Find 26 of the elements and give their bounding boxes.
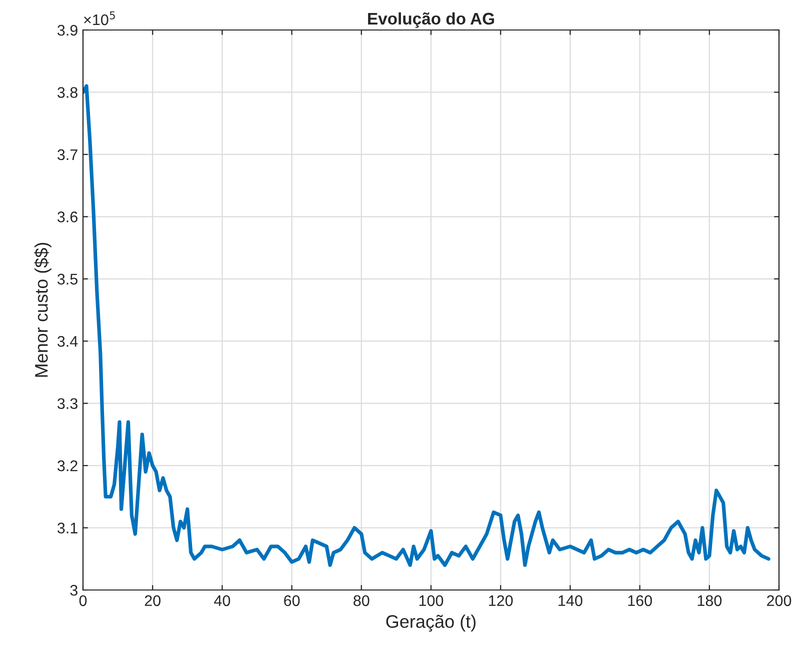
line-series — [83, 84, 770, 567]
y-tick-label: 3.1 — [57, 522, 78, 534]
y-tick-label: 3.4 — [57, 336, 78, 347]
y-tick-label: 3.8 — [57, 87, 78, 98]
x-tick-label: 80 — [354, 595, 370, 606]
y-tick-label: 3 — [70, 584, 78, 596]
x-tick-label: 20 — [144, 595, 160, 606]
y-tick-label: 3.9 — [57, 24, 78, 36]
x-tick-label: 120 — [489, 595, 513, 606]
y-axis-title: Menor custo ($$) — [34, 242, 52, 377]
x-tick-label: 60 — [284, 595, 300, 606]
x-tick-label: 140 — [558, 595, 582, 606]
text: ×10$^{5}$ — [84, 11, 115, 26]
y-tick-label: 3.5 — [57, 274, 78, 285]
chart-title: Evolução do AG — [368, 12, 494, 28]
y-tick-label: 3.3 — [57, 398, 78, 410]
x-tick-label: 200 — [767, 595, 792, 606]
x-tick-label: 0 — [79, 595, 87, 606]
x-axis-title: Geração (t) — [386, 614, 476, 632]
x-tick-label: 40 — [214, 595, 230, 606]
x-tick-label: 160 — [628, 595, 652, 606]
y-tick-label: 3.6 — [57, 212, 78, 222]
x-tick-label: 180 — [698, 595, 722, 606]
x-tick-label: 100 — [419, 595, 444, 606]
y-tick-label: 3.2 — [57, 460, 78, 472]
y-tick-label: 3.7 — [57, 149, 78, 160]
